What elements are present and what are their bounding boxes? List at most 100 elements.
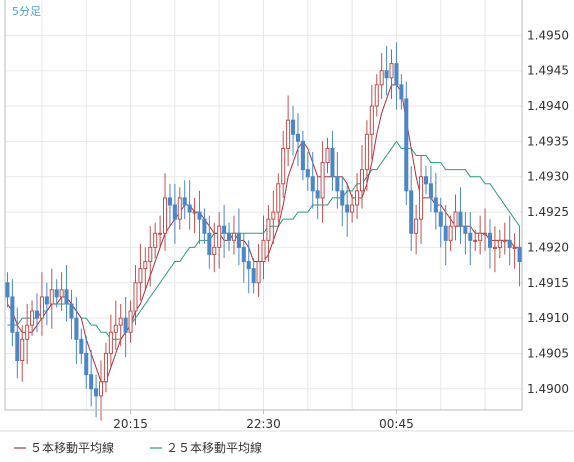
candle-body-up — [212, 246, 217, 255]
candle-body-down — [227, 232, 232, 241]
candle-body-up — [103, 352, 108, 383]
candle-body-down — [404, 98, 409, 192]
candle-body-down — [251, 268, 256, 284]
candle-body-down — [300, 140, 305, 171]
candle-body-down — [74, 317, 79, 340]
y-tick-label: 1.4900 — [527, 382, 569, 396]
candle-body-down — [487, 232, 493, 248]
y-tick-label: 1.4905 — [527, 346, 569, 360]
candle-body-up — [374, 84, 379, 107]
candle-body-down — [517, 246, 522, 263]
candle-body-up — [153, 232, 158, 248]
x-tick-label: 20:15 — [113, 417, 148, 431]
candle-body-down — [64, 289, 69, 305]
y-tick-label: 1.4915 — [527, 276, 569, 290]
candle-body-down — [241, 246, 246, 263]
y-tick-label: 1.4940 — [527, 99, 569, 113]
candle-body-up — [320, 162, 325, 199]
candle-body-up — [286, 119, 291, 149]
candle-body-up — [261, 239, 266, 263]
candle-body-up — [364, 133, 369, 171]
candle-body-down — [34, 310, 40, 319]
x-axis-labels: 20:15 22:30 00:45 — [113, 410, 414, 431]
candle-body-up — [389, 63, 394, 79]
candle-body-up — [231, 232, 236, 241]
candle-body-down — [340, 190, 345, 206]
y-tick-label: 1.4950 — [527, 28, 569, 42]
candle-body-down — [202, 218, 207, 234]
y-tick-label: 1.4910 — [527, 311, 569, 325]
timeframe-label: 5分足 — [12, 5, 41, 18]
candle-body-down — [468, 232, 473, 241]
legend: ５本移動平均線 ２５本移動平均線 — [14, 440, 262, 455]
candle-body-down — [330, 147, 335, 178]
candle-body-down — [222, 225, 227, 234]
candle-body-down — [507, 239, 512, 248]
candle-body-up — [162, 197, 168, 234]
candle-body-up — [49, 289, 54, 305]
candle-body-up — [453, 211, 458, 227]
candle-body-up — [158, 232, 163, 235]
candle-body-up — [355, 190, 360, 206]
candle-body-down — [315, 190, 320, 199]
candle-body-up — [448, 225, 453, 241]
candle-body-up — [281, 147, 286, 185]
candle-body-up — [192, 211, 197, 214]
candle-body-down — [399, 84, 404, 100]
candle-body-down — [54, 289, 59, 298]
candle-body-up — [39, 296, 44, 319]
candle-body-down — [394, 63, 399, 86]
candle-body-up — [419, 176, 424, 220]
candle-body-up — [483, 232, 488, 235]
candle-body-down — [236, 232, 241, 248]
candle-body-down — [182, 197, 187, 206]
candle-body-down — [423, 176, 429, 185]
y-tick-label: 1.4920 — [527, 240, 569, 254]
candle-body-down — [15, 331, 20, 362]
candlesticks — [5, 42, 522, 421]
candle-body-up — [138, 268, 143, 284]
candle-body-up — [369, 105, 374, 135]
candle-body-up — [359, 169, 365, 192]
candle-body-down — [428, 183, 433, 199]
candle-body-down — [438, 211, 443, 227]
candle-body-up — [113, 324, 118, 333]
candle-body-down — [44, 296, 49, 305]
x-tick-label: 22:30 — [246, 417, 281, 431]
candle-body-down — [345, 204, 350, 213]
candle-body-up — [414, 218, 419, 234]
candle-body-up — [20, 338, 25, 362]
candle-body-down — [443, 225, 448, 241]
candle-body-up — [512, 246, 517, 249]
candle-body-down — [310, 176, 315, 192]
legend-ma5-label: ５本移動平均線 — [30, 440, 114, 455]
candle-body-up — [266, 218, 271, 241]
candle-body-down — [458, 211, 463, 227]
candle-body-down — [295, 133, 300, 142]
candle-body-up — [473, 239, 478, 242]
candle-body-up — [217, 225, 222, 248]
candle-body-up — [276, 183, 281, 213]
candle-body-up — [25, 324, 30, 340]
candle-body-down — [305, 169, 310, 178]
candle-body-down — [167, 197, 172, 206]
candle-body-down — [5, 282, 10, 298]
candle-body-down — [89, 374, 94, 390]
candle-body-up — [118, 317, 123, 326]
y-tick-label: 1.4930 — [527, 170, 569, 184]
candle-body-up — [133, 282, 138, 312]
candle-body-up — [497, 239, 502, 248]
candle-body-up — [350, 204, 355, 213]
candle-body-down — [79, 338, 84, 354]
candle-body-up — [256, 261, 261, 284]
candle-body-up — [98, 381, 104, 397]
candle-body-up — [30, 310, 35, 326]
candle-body-down — [187, 204, 192, 213]
y-tick-label: 1.4925 — [527, 205, 569, 219]
y-axis-labels: 1.4900 1.4905 1.4910 1.4915 1.4920 1.4925 1.49… — [527, 28, 569, 395]
candle-body-down — [207, 232, 212, 255]
candle-body-up — [379, 70, 384, 86]
candle-body-up — [325, 147, 330, 164]
candle-body-down — [433, 197, 438, 213]
